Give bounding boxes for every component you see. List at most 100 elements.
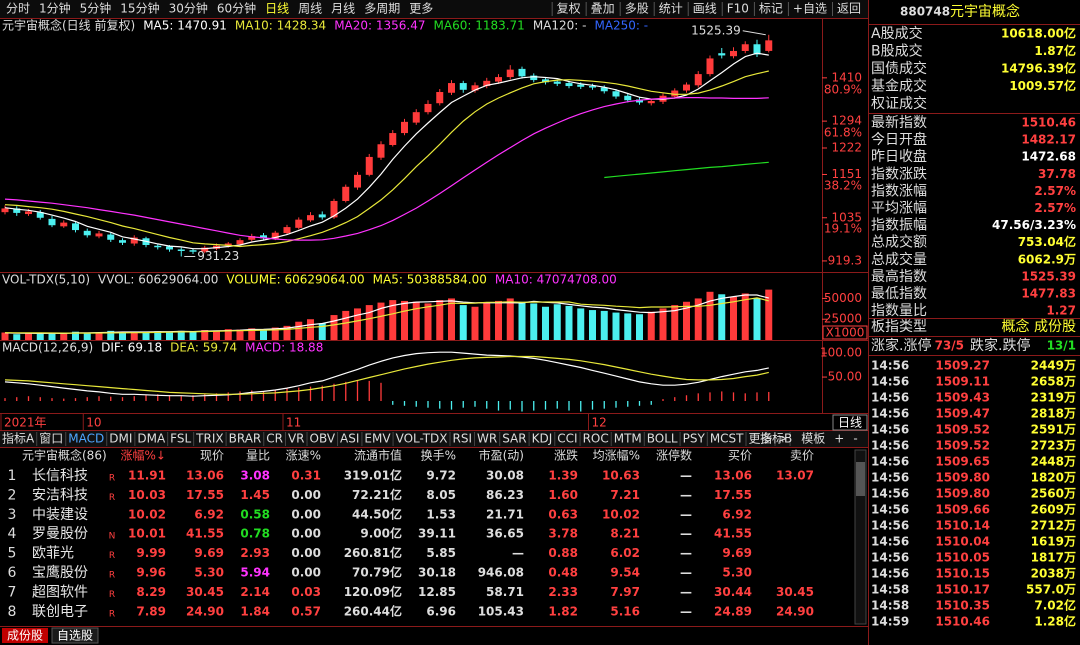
indicator-tab[interactable]: WR bbox=[477, 432, 497, 446]
table-cell: 10.02 bbox=[128, 507, 166, 521]
row-number[interactable]: 3 bbox=[8, 507, 17, 523]
quote-label: 指数振幅 bbox=[871, 218, 927, 234]
tool-button[interactable]: 复权 bbox=[557, 2, 581, 16]
table-cell: 105.43 bbox=[478, 604, 524, 618]
table-cell: 0.48 bbox=[548, 566, 578, 580]
trade-volume: 2658万 bbox=[1031, 375, 1076, 389]
stock-name[interactable]: 长信科技 bbox=[32, 468, 88, 484]
trade-price: 1510.14 bbox=[935, 519, 990, 533]
volume-bar bbox=[166, 331, 173, 340]
indicator-tab[interactable]: VR bbox=[288, 432, 305, 446]
indicator-tab[interactable]: EMV bbox=[364, 432, 391, 446]
tool-button[interactable]: +自选 bbox=[793, 2, 827, 16]
row-number[interactable]: 1 bbox=[8, 468, 17, 484]
indicator-tab[interactable]: 指标A bbox=[2, 431, 35, 446]
candle-body bbox=[412, 112, 420, 123]
row-number[interactable]: 6 bbox=[8, 565, 17, 581]
tool-button[interactable]: 多股 bbox=[625, 2, 649, 16]
period-button[interactable]: 1分钟 bbox=[39, 1, 71, 16]
stock-name[interactable]: 安洁科技 bbox=[32, 487, 88, 503]
indicator-tab[interactable]: > bbox=[778, 432, 788, 446]
stock-name[interactable]: 欧菲光 bbox=[32, 546, 74, 562]
scrollbar-thumb[interactable] bbox=[856, 462, 865, 496]
period-button[interactable]: 分时 bbox=[6, 2, 30, 16]
row-number[interactable]: 2 bbox=[8, 487, 17, 503]
stock-name[interactable]: 中装建设 bbox=[32, 507, 88, 523]
trade-price: 1509.52 bbox=[935, 423, 990, 437]
indicator-tab[interactable]: ROC bbox=[583, 432, 609, 446]
indicator-tab[interactable]: CR bbox=[266, 432, 283, 446]
indicator-tab[interactable]: SAR bbox=[502, 432, 526, 446]
period-button[interactable]: 60分钟 bbox=[217, 1, 256, 16]
row-number[interactable]: 7 bbox=[8, 584, 17, 600]
row-number[interactable]: 8 bbox=[8, 604, 17, 620]
candle-body bbox=[589, 86, 596, 88]
table-cell: 0.00 bbox=[291, 488, 321, 502]
table-cell: 13.07 bbox=[776, 469, 814, 483]
indicator-tab[interactable]: 窗口 bbox=[39, 432, 63, 446]
table-cell: 0.00 bbox=[291, 546, 321, 560]
tool-button[interactable]: 标记 bbox=[759, 2, 783, 16]
indicator-tab[interactable]: 指标B bbox=[760, 431, 792, 446]
indicator-tab[interactable]: CCI bbox=[557, 432, 577, 446]
indicator-tab[interactable]: DMI bbox=[109, 432, 132, 446]
row-number[interactable]: 5 bbox=[8, 546, 17, 562]
indicator-tab[interactable]: - bbox=[853, 432, 857, 446]
tool-button[interactable]: 叠加 bbox=[591, 2, 615, 16]
indicator-tab[interactable]: MCST bbox=[710, 432, 744, 446]
indicator-tab[interactable]: VOL-TDX bbox=[396, 432, 448, 446]
indicator-tab[interactable]: 模板 bbox=[801, 432, 825, 446]
stock-name[interactable]: 宝鹰股份 bbox=[32, 565, 88, 581]
period-button[interactable]: 15分钟 bbox=[120, 1, 159, 16]
indicator-tab[interactable]: TRIX bbox=[195, 432, 223, 446]
period-button[interactable]: 周线 bbox=[298, 2, 322, 16]
quote-value: 1472.68 bbox=[1021, 150, 1076, 164]
tool-button[interactable]: 画线 bbox=[693, 2, 717, 16]
indicator-tab[interactable]: MACD bbox=[68, 432, 104, 446]
bottom-tab[interactable]: 成份股 bbox=[7, 629, 43, 643]
scrollbar[interactable] bbox=[854, 449, 867, 625]
stock-name[interactable]: 超图软件 bbox=[32, 584, 88, 600]
tool-button[interactable]: 返回 bbox=[837, 2, 861, 16]
period-button[interactable]: 更多 bbox=[409, 2, 433, 16]
candle-body bbox=[295, 219, 303, 228]
indicator-tab[interactable]: PSY bbox=[683, 432, 706, 446]
indicator-tab[interactable]: RSI bbox=[453, 432, 473, 446]
tab[interactable] bbox=[51, 627, 99, 644]
indicator-tab[interactable]: 更多 bbox=[749, 432, 773, 446]
indicator-tab[interactable]: ASI bbox=[340, 432, 359, 446]
volume-bar bbox=[577, 308, 585, 340]
stock-name[interactable]: 联创电子 bbox=[32, 604, 88, 620]
indicator-tab[interactable]: FSL bbox=[170, 432, 191, 446]
indicator-tab[interactable]: DMA bbox=[137, 432, 166, 446]
indicator-tab[interactable]: KDJ bbox=[532, 432, 553, 446]
period-button[interactable]: 月线 bbox=[331, 2, 355, 16]
tab-active[interactable] bbox=[2, 628, 48, 643]
trade-volume: 2449万 bbox=[1031, 359, 1076, 373]
period-button[interactable]: 30分钟 bbox=[169, 1, 208, 16]
unit-box bbox=[822, 325, 868, 340]
period-button[interactable]: 5分钟 bbox=[80, 1, 112, 16]
volume-bar bbox=[60, 333, 68, 340]
indicator-tab[interactable]: BRAR bbox=[229, 432, 262, 446]
tool-button[interactable]: 统计 bbox=[659, 2, 683, 16]
candle-body bbox=[25, 211, 32, 215]
indicator-tab[interactable]: BOLL bbox=[647, 432, 678, 446]
candle-body bbox=[636, 99, 643, 103]
trade-volume: 2818万 bbox=[1031, 407, 1076, 421]
table-cell: 2.93 bbox=[240, 546, 270, 560]
table-header: 换手% bbox=[421, 449, 456, 463]
stock-name[interactable]: 罗曼股份 bbox=[32, 526, 88, 542]
period-button[interactable]: 多周期 bbox=[364, 2, 400, 16]
tool-button[interactable]: F10 bbox=[727, 2, 749, 16]
stock-flag: R bbox=[109, 551, 115, 561]
indicator-tab[interactable]: + bbox=[834, 432, 844, 446]
y-tick-label: 1294 bbox=[831, 114, 862, 128]
row-number[interactable]: 4 bbox=[8, 526, 17, 542]
indicator-tab[interactable]: OBV bbox=[310, 432, 336, 446]
volume-bar bbox=[365, 305, 373, 340]
period-button[interactable]: 日线 bbox=[265, 2, 289, 16]
bottom-tab[interactable]: 自选股 bbox=[57, 629, 93, 643]
quote-value: 1525.39 bbox=[1021, 269, 1076, 283]
indicator-tab[interactable]: MTM bbox=[614, 432, 642, 446]
